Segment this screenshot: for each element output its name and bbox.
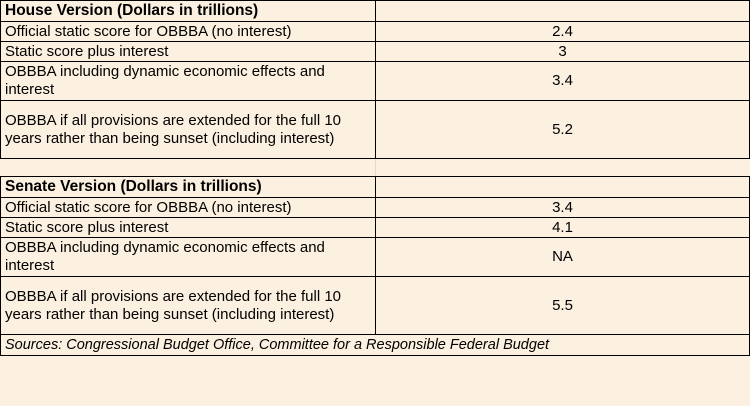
source-note: Sources: Congressional Budget Office, Co…	[0, 334, 750, 356]
row-label: OBBBA if all provisions are extended for…	[0, 100, 376, 159]
row-value: 5.2	[375, 100, 750, 159]
table-row: OBBBA including dynamic economic effects…	[0, 237, 750, 277]
source-row: Sources: Congressional Budget Office, Co…	[0, 334, 750, 356]
table-row: OBBBA including dynamic economic effects…	[0, 61, 750, 101]
table-row: Official static score for OBBBA (no inte…	[0, 197, 750, 218]
row-label: Static score plus interest	[0, 41, 376, 62]
spacer-cell	[0, 158, 376, 177]
row-label: Static score plus interest	[0, 217, 376, 238]
table-row: Official static score for OBBBA (no inte…	[0, 21, 750, 42]
row-value: 3.4	[375, 61, 750, 101]
section-spacer-row	[0, 158, 750, 177]
senate-header-blank-cell	[375, 176, 750, 198]
table-row: OBBBA if all provisions are extended for…	[0, 100, 750, 159]
row-label: OBBBA including dynamic economic effects…	[0, 237, 376, 277]
house-section-title: House Version (Dollars in trillions)	[0, 0, 376, 22]
house-header-row: House Version (Dollars in trillions)	[0, 0, 750, 22]
row-value: 3.4	[375, 197, 750, 218]
row-value: 4.1	[375, 217, 750, 238]
house-header-blank-cell	[375, 0, 750, 22]
senate-section-title: Senate Version (Dollars in trillions)	[0, 176, 376, 198]
table-row: Static score plus interest 3	[0, 41, 750, 62]
row-label: OBBBA including dynamic economic effects…	[0, 61, 376, 101]
table-row: OBBBA if all provisions are extended for…	[0, 276, 750, 335]
row-label: OBBBA if all provisions are extended for…	[0, 276, 376, 335]
row-label: Official static score for OBBBA (no inte…	[0, 197, 376, 218]
senate-header-row: Senate Version (Dollars in trillions)	[0, 176, 750, 198]
row-value: 5.5	[375, 276, 750, 335]
row-value: 3	[375, 41, 750, 62]
row-value: NA	[375, 237, 750, 277]
row-value: 2.4	[375, 21, 750, 42]
spacer-cell	[375, 158, 750, 177]
row-label: Official static score for OBBBA (no inte…	[0, 21, 376, 42]
table-row: Static score plus interest 4.1	[0, 217, 750, 238]
obbba-cost-table: House Version (Dollars in trillions) Off…	[0, 0, 750, 356]
